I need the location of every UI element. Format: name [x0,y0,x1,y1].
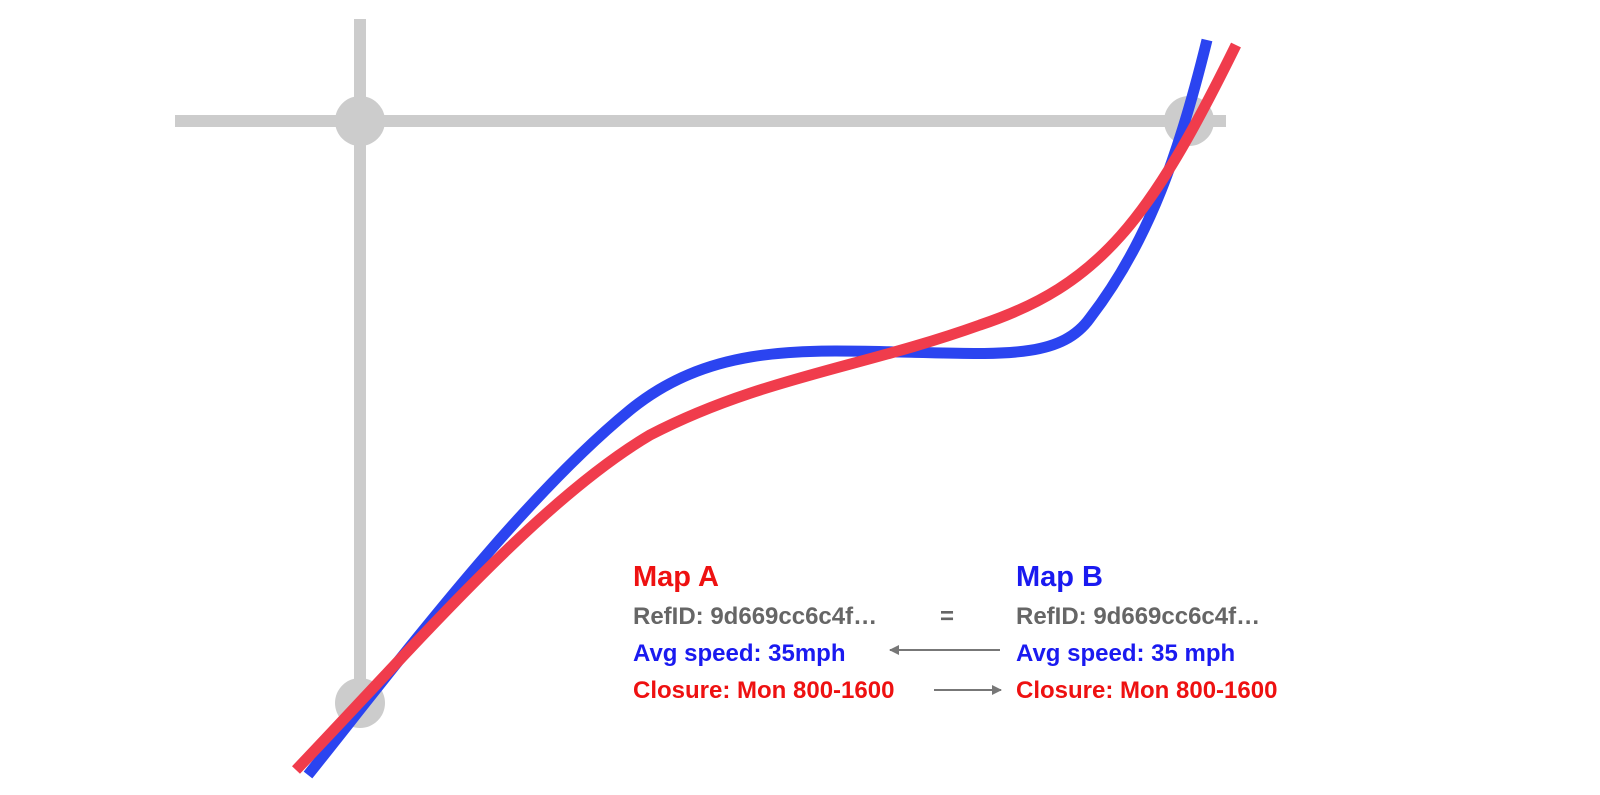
map-b-avg-speed: Avg speed: 35 mph [1016,640,1236,667]
map-a-refid: RefID: 9d669cc6c4f… [633,603,878,630]
map-a-closure: Closure: Mon 800-1600 [633,677,895,704]
map-a-avg-speed: Avg speed: 35mph [633,640,846,667]
refid-equals-sign: = [940,603,955,630]
map-b-refid: RefID: 9d669cc6c4f… [1016,603,1261,630]
intersection-node-top-left [335,96,385,146]
map-a-title: Map A [633,561,719,593]
map-b-title: Map B [1016,561,1103,593]
map-b-road-line [303,38,1213,779]
map-a-road-line [292,42,1241,774]
map-b-closure: Closure: Mon 800-1600 [1016,677,1278,704]
